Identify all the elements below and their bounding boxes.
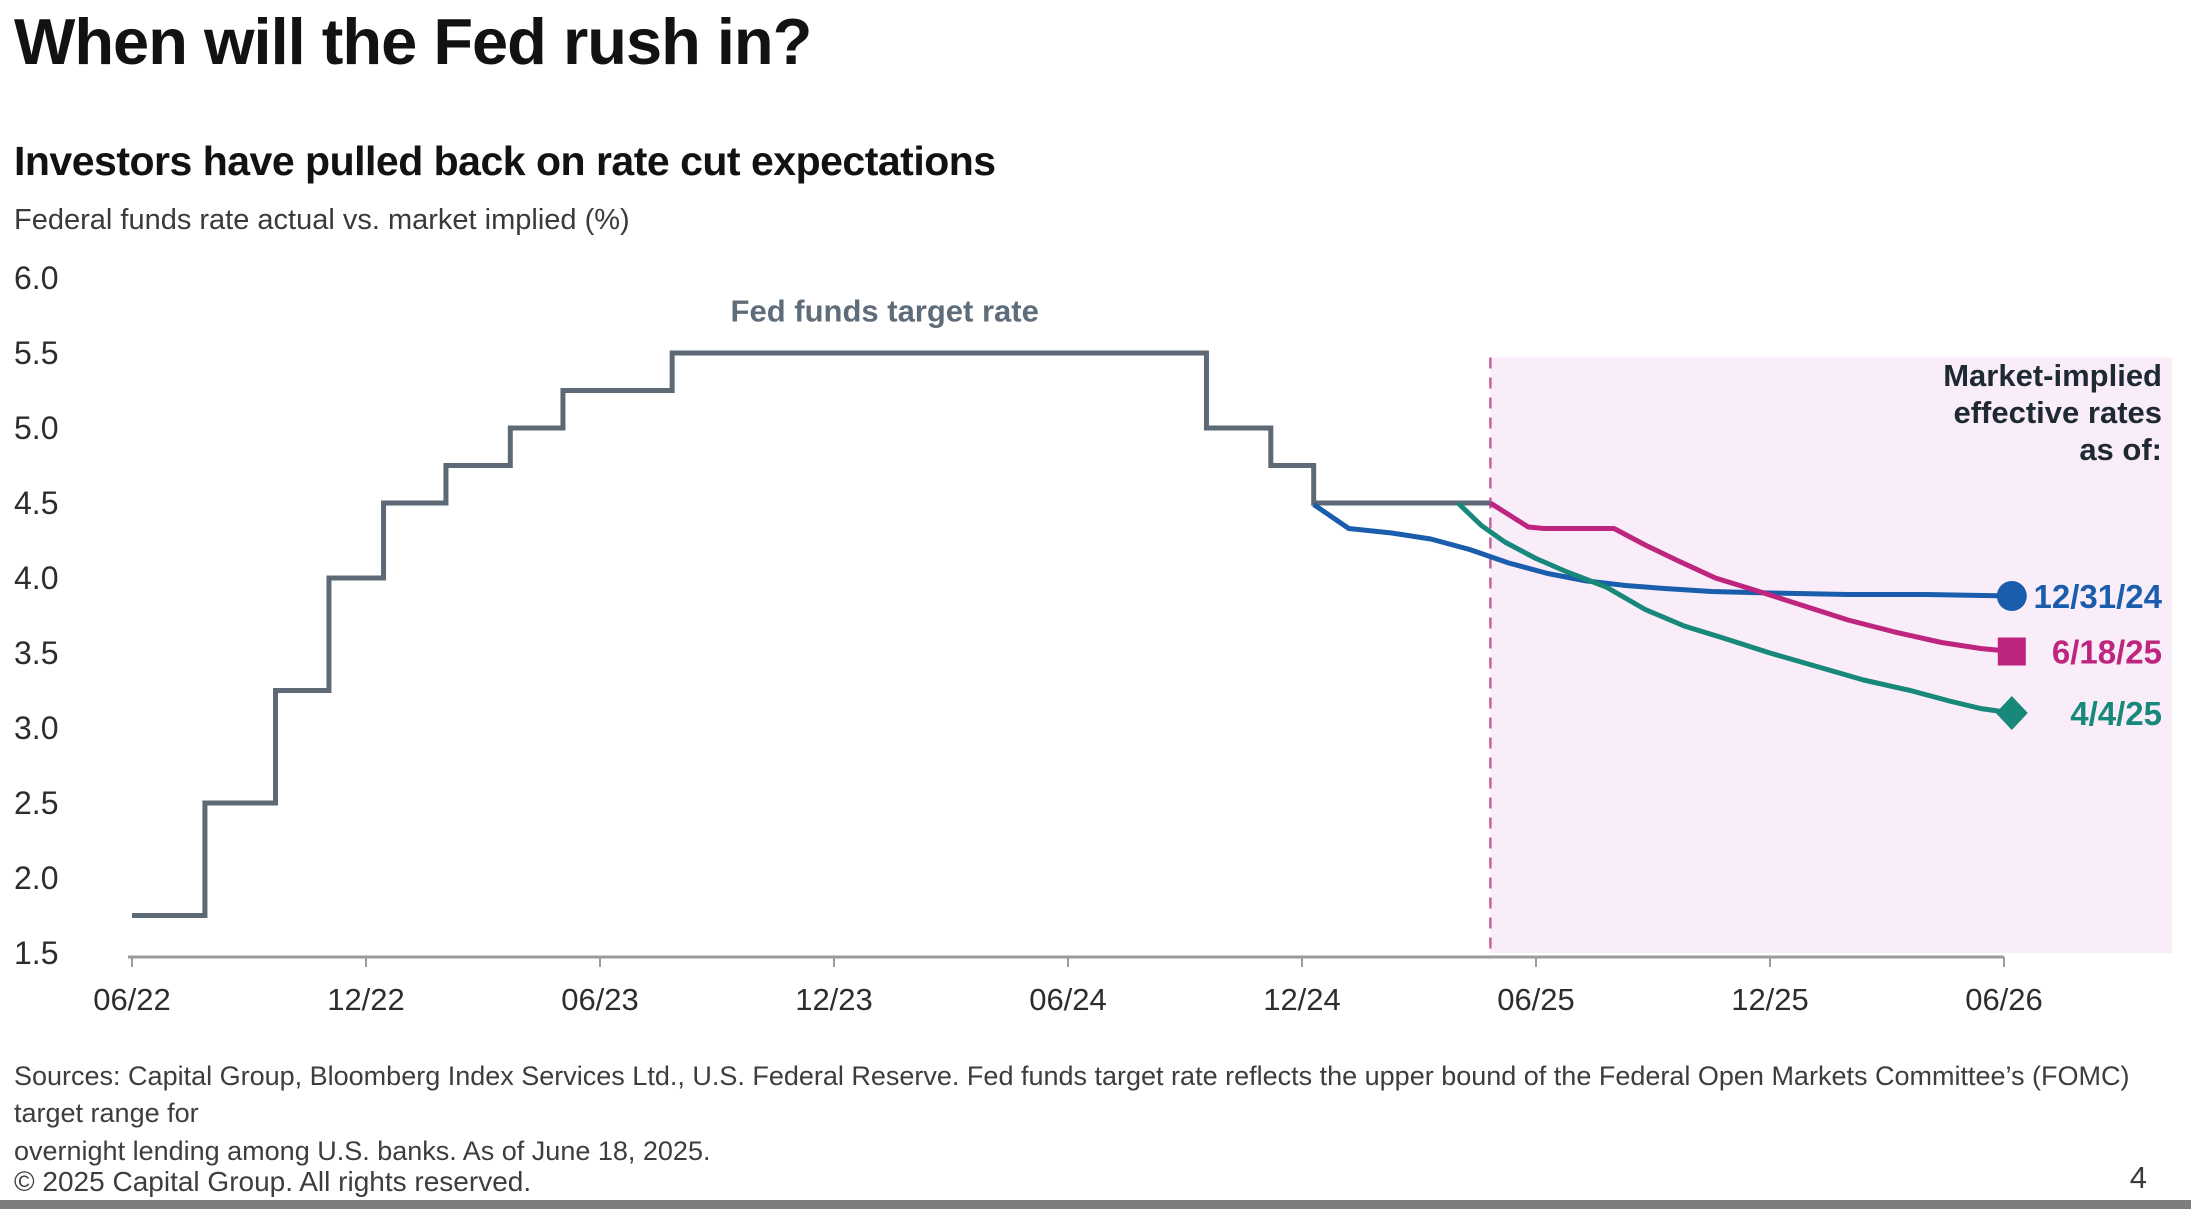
x-tick-label: 06/22: [93, 982, 171, 1017]
y-tick-label: 3.5: [14, 635, 58, 671]
bottom-divider-bar: [0, 1200, 2191, 1209]
y-tick-label: 2.0: [14, 860, 58, 896]
chart-subtitle: Investors have pulled back on rate cut e…: [14, 138, 996, 184]
series-date-label-implied-4-4-25: 4/4/25: [2070, 695, 2162, 732]
sources-note: Sources: Capital Group, Bloomberg Index …: [14, 1058, 2154, 1170]
series-line-implied-4-4-25: [1456, 501, 2013, 716]
y-tick-label: 2.5: [14, 785, 58, 821]
series-marker-circle-implied-12-31-24: [1996, 581, 2027, 611]
y-tick-label: 5.0: [14, 410, 58, 446]
page-number: 4: [2129, 1160, 2147, 1195]
legend-title-line-3: as of:: [2079, 432, 2162, 467]
x-tick-label: 12/22: [327, 982, 405, 1017]
y-tick-label: 3.0: [14, 710, 58, 746]
page-title: When will the Fed rush in?: [14, 5, 812, 78]
y-tick-label: 4.5: [14, 485, 58, 521]
x-tick-label: 12/25: [1731, 982, 1809, 1017]
x-tick-label: 06/25: [1497, 982, 1575, 1017]
x-tick-label: 06/24: [1029, 982, 1107, 1017]
series-line-fed-funds-target-rate: [132, 350, 1491, 918]
sources-line-2: overnight lending among U.S. banks. As o…: [14, 1135, 711, 1166]
series-date-label-implied-6-18-25: 6/18/25: [2052, 634, 2162, 671]
sources-line-1: Sources: Capital Group, Bloomberg Index …: [14, 1061, 2130, 1129]
y-tick-label: 5.5: [14, 335, 58, 371]
y-tick-label: 4.0: [14, 560, 58, 596]
legend-title-line-2: effective rates: [1953, 395, 2162, 430]
x-tick-label: 06/23: [561, 982, 639, 1017]
series-date-label-implied-12-31-24: 12/31/24: [2034, 578, 2163, 615]
y-tick-label: 1.5: [14, 935, 58, 971]
forecast-shaded-region: [1490, 357, 2172, 953]
x-tick-label: 12/24: [1263, 982, 1341, 1017]
series-marker-diamond-implied-4-4-25: [1995, 696, 2028, 730]
fed-funds-target-rate-label: Fed funds target rate: [731, 294, 1039, 329]
y-tick-label: 6.0: [14, 260, 58, 296]
series-line-implied-6-18-25: [1489, 500, 2013, 654]
copyright-text: © 2025 Capital Group. All rights reserve…: [14, 1166, 532, 1197]
x-tick-label: 12/23: [795, 982, 873, 1017]
series-marker-square-implied-6-18-25: [1997, 637, 2026, 666]
legend-title-line-1: Market-implied: [1943, 358, 2162, 393]
chart-axis-note: Federal funds rate actual vs. market imp…: [14, 204, 630, 236]
x-tick-label: 06/26: [1965, 982, 2043, 1017]
